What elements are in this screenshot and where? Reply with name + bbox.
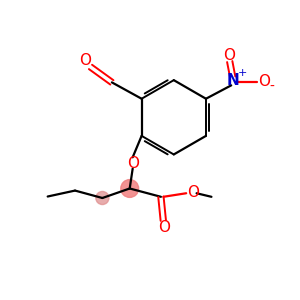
Circle shape bbox=[121, 180, 139, 197]
Circle shape bbox=[96, 191, 109, 205]
Text: -: - bbox=[269, 80, 274, 94]
Text: O: O bbox=[127, 156, 139, 171]
Text: O: O bbox=[187, 184, 199, 200]
Text: +: + bbox=[238, 68, 247, 78]
Text: O: O bbox=[158, 220, 170, 235]
Text: O: O bbox=[258, 74, 270, 89]
Text: O: O bbox=[223, 47, 235, 62]
Text: N: N bbox=[227, 74, 240, 88]
Text: O: O bbox=[79, 53, 91, 68]
